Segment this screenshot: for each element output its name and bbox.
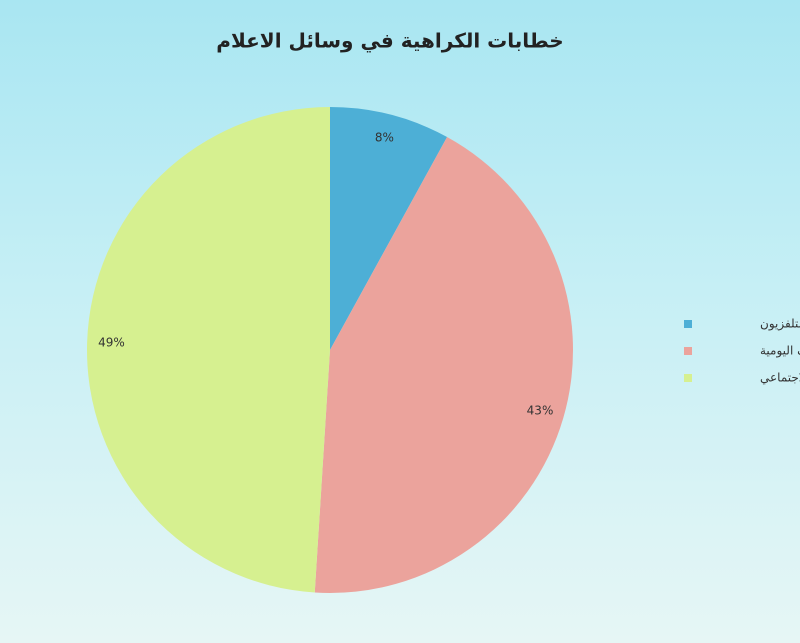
legend-label: التواصل الاجتماعي — [760, 371, 800, 386]
pie-slice — [314, 137, 574, 594]
legend-swatch — [684, 347, 692, 355]
data-label: 49% — [98, 336, 125, 350]
pie-slice — [330, 107, 448, 350]
legend-swatch — [684, 320, 692, 328]
pie-slice — [87, 107, 330, 593]
data-label: 8% — [375, 131, 394, 145]
legend-swatch — [684, 374, 692, 382]
legend-label: الصحف اليومية — [760, 344, 800, 359]
data-label: 43% — [527, 404, 554, 418]
chart-title: خطابات الكراهية في وسائل الاعلام — [216, 29, 563, 54]
legend-label: التلفزيون — [760, 317, 800, 332]
